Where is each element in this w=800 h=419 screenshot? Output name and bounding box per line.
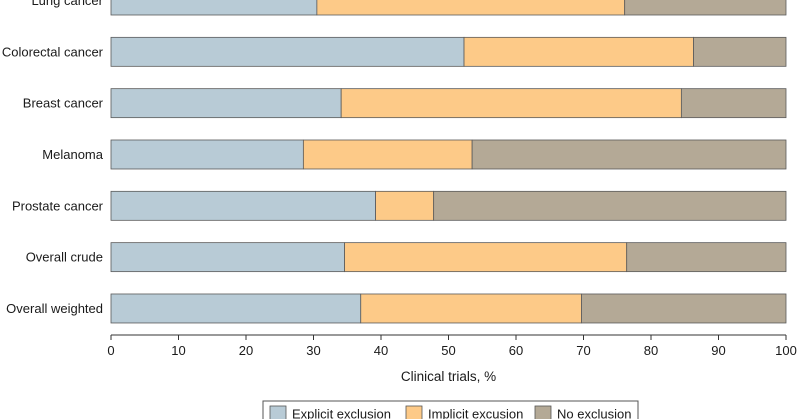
x-tick-label-50: 50 xyxy=(441,343,455,358)
legend-swatch-explicit-exclusion xyxy=(269,405,287,419)
bar-prostate-cancer-implicit-excusion xyxy=(375,190,435,221)
x-tick-label-80: 80 xyxy=(644,343,658,358)
x-tick-label-60: 60 xyxy=(509,343,523,358)
bar-colorectal-cancer-no-exclusion xyxy=(693,36,787,67)
x-tick-label-40: 40 xyxy=(374,343,388,358)
bar-colorectal-cancer-explicit-exclusion xyxy=(110,36,465,67)
bar-overall-weighted-no-exclusion xyxy=(581,293,787,324)
x-tick-label-30: 30 xyxy=(306,343,320,358)
category-labels: Lung cancer Colorectal cancer Breast cance… xyxy=(2,0,104,316)
bar-melanoma-explicit-exclusion xyxy=(110,139,304,170)
bar-colorectal-cancer-implicit-excusion xyxy=(463,36,694,67)
bar-breast-cancer-no-exclusion xyxy=(680,88,787,119)
bar-breast-cancer-explicit-exclusion xyxy=(110,88,342,119)
category-label-melanoma: Melanoma xyxy=(42,147,103,162)
x-axis-title: Clinical trials, % xyxy=(401,369,496,384)
legend-swatch-implicit-excusion xyxy=(405,405,423,419)
bar-overall-weighted-implicit-excusion xyxy=(360,293,582,324)
bar-melanoma-no-exclusion xyxy=(471,139,787,170)
category-label-overall-crude: Overall crude xyxy=(26,250,103,265)
x-tick-label-70: 70 xyxy=(576,343,590,358)
bars-layer xyxy=(110,0,787,324)
category-label-prostate-cancer: Prostate cancer xyxy=(12,198,104,213)
legend-label-implicit-excusion: Implicit excusion xyxy=(428,407,523,419)
category-label-lung-cancer: Lung cancer xyxy=(31,0,103,8)
legend-swatch-no-exclusion xyxy=(534,405,552,419)
category-label-breast-cancer: Breast cancer xyxy=(23,96,104,111)
bar-lung-cancer-explicit-exclusion xyxy=(110,0,318,16)
bar-lung-cancer-no-exclusion xyxy=(624,0,787,16)
category-label-colorectal-cancer: Colorectal cancer xyxy=(2,44,104,59)
x-tick-label-20: 20 xyxy=(239,343,253,358)
legend-label-no-exclusion: No exclusion xyxy=(557,407,631,419)
x-tick-label-90: 90 xyxy=(711,343,725,358)
bar-lung-cancer-implicit-excusion xyxy=(316,0,626,16)
bar-overall-weighted-explicit-exclusion xyxy=(110,293,362,324)
legend: Explicit exclusion Implicit excusion No ex… xyxy=(262,400,639,419)
bar-overall-crude-explicit-exclusion xyxy=(110,242,345,273)
bar-prostate-cancer-explicit-exclusion xyxy=(110,190,377,221)
bar-melanoma-implicit-excusion xyxy=(302,139,473,170)
category-label-overall-weighted: Overall weighted xyxy=(6,301,103,316)
bar-overall-crude-implicit-excusion xyxy=(344,242,628,273)
x-tick-label-0: 0 xyxy=(107,343,114,358)
x-tick-label-100: 100 xyxy=(775,343,797,358)
bar-overall-crude-no-exclusion xyxy=(626,242,787,273)
bar-prostate-cancer-no-exclusion xyxy=(433,190,787,221)
x-tick-label-10: 10 xyxy=(171,343,185,358)
x-axis: 0 10 20 30 40 50 60 70 80 90 100 xyxy=(107,334,797,358)
legend-label-explicit-exclusion: Explicit exclusion xyxy=(292,407,391,419)
bar-breast-cancer-implicit-excusion xyxy=(340,88,682,119)
